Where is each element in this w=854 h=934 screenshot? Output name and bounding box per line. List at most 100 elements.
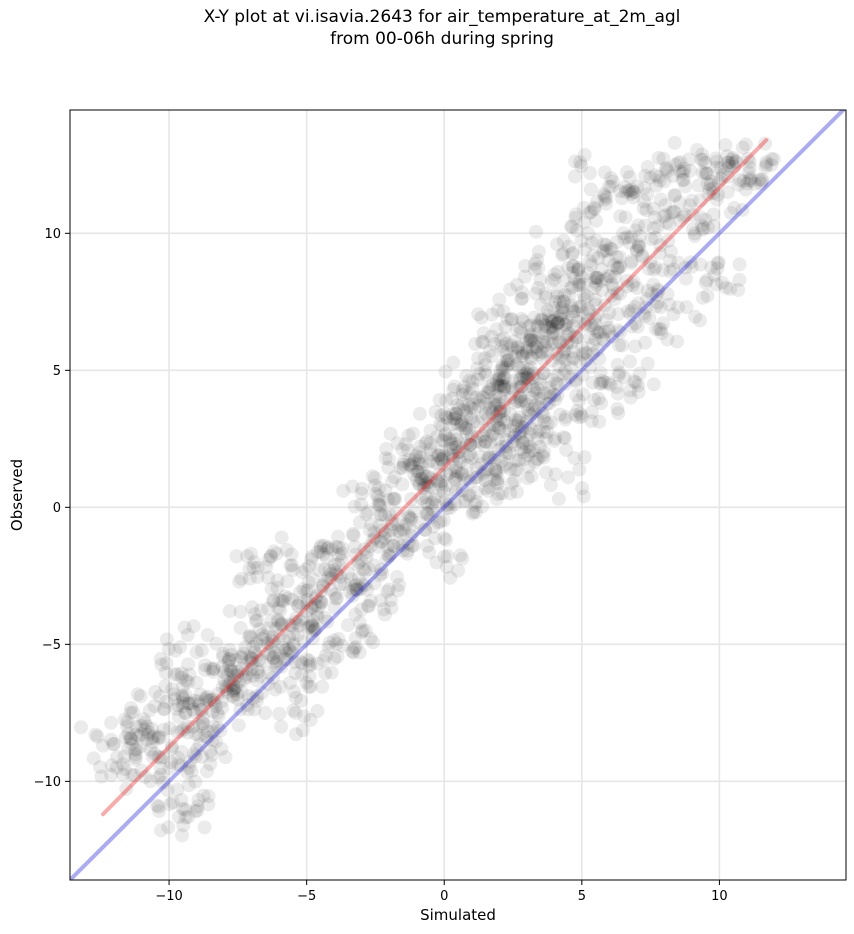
scatter-point xyxy=(587,202,602,217)
scatter-point xyxy=(233,702,248,717)
scatter-point xyxy=(752,172,767,187)
scatter-point xyxy=(422,454,437,469)
scatter-point xyxy=(419,477,434,492)
scatter-point xyxy=(128,752,143,767)
y-tick-label: 5 xyxy=(53,364,61,379)
scatter-point xyxy=(603,269,618,284)
scatter-point xyxy=(266,593,281,608)
scatter-point xyxy=(564,219,579,234)
chart-subtitle: from 00-06h during spring xyxy=(330,29,554,49)
scatter-point xyxy=(741,151,756,166)
scatter-point xyxy=(172,809,187,824)
scatter-point xyxy=(482,380,497,395)
scatter-point xyxy=(329,539,344,554)
scatter-point xyxy=(348,640,363,655)
scatter-point xyxy=(675,166,690,181)
scatter-point xyxy=(328,591,343,606)
scatter-point xyxy=(622,354,637,369)
scatter-point xyxy=(96,738,111,753)
scatter-point xyxy=(582,205,597,220)
scatter-point xyxy=(492,378,507,393)
scatter-point xyxy=(280,646,295,661)
scatter-point xyxy=(741,165,756,180)
scatter-point xyxy=(695,222,710,237)
scatter-point xyxy=(354,486,369,501)
scatter-point xyxy=(455,383,470,398)
scatter-point xyxy=(286,639,301,654)
scatter-point xyxy=(321,640,336,655)
scatter-point xyxy=(107,736,122,751)
scatter-point xyxy=(517,269,532,284)
scatter-point xyxy=(514,393,529,408)
scatter-point xyxy=(436,457,451,472)
scatter-point xyxy=(613,325,628,340)
scatter-point xyxy=(360,545,375,560)
scatter-point xyxy=(485,405,500,420)
scatter-point xyxy=(104,767,119,782)
scatter-point xyxy=(613,259,628,274)
scatter-point xyxy=(495,440,510,455)
scatter-point xyxy=(151,731,166,746)
scatter-point xyxy=(597,165,612,180)
scatter-point xyxy=(698,275,713,290)
scatter-point xyxy=(295,656,310,671)
scatter-point xyxy=(574,159,589,174)
scatter-point xyxy=(463,447,478,462)
scatter-point xyxy=(415,471,430,486)
scatter-point xyxy=(451,451,466,466)
scatter-point xyxy=(559,338,574,353)
scatter-point xyxy=(509,358,524,373)
scatter-point xyxy=(186,619,201,634)
scatter-point xyxy=(478,434,493,449)
x-tick-label: −5 xyxy=(297,889,316,904)
scatter-point xyxy=(162,761,177,776)
scatter-point xyxy=(607,292,622,307)
scatter-point xyxy=(373,507,388,522)
scatter-point xyxy=(266,634,281,649)
scatter-point xyxy=(434,480,449,495)
scatter-point xyxy=(399,517,414,532)
scatter-point xyxy=(459,421,474,436)
scatter-point xyxy=(147,699,162,714)
scatter-point xyxy=(597,192,612,207)
scatter-point xyxy=(498,444,513,459)
scatter-point xyxy=(529,452,544,467)
scatter-point xyxy=(659,215,674,230)
scatter-point xyxy=(568,372,583,387)
scatter-point xyxy=(185,702,200,717)
scatter-point xyxy=(495,486,510,501)
scatter-point xyxy=(109,760,124,775)
scatter-point xyxy=(134,718,149,733)
scatter-point xyxy=(577,450,592,465)
scatter-point xyxy=(709,160,724,175)
scatter-point xyxy=(575,340,590,355)
scatter-point xyxy=(372,497,387,512)
scatter-point xyxy=(273,603,288,618)
scatter-point xyxy=(764,152,779,167)
scatter-point xyxy=(434,444,449,459)
scatter-point xyxy=(123,731,138,746)
scatter-point xyxy=(175,828,190,843)
scatter-point xyxy=(242,649,257,664)
scatter-point xyxy=(701,220,716,235)
scatter-point xyxy=(758,136,773,151)
scatter-point xyxy=(178,706,193,721)
scatter-point xyxy=(513,321,528,336)
scatter-point xyxy=(485,377,500,392)
scatter-point xyxy=(630,281,645,296)
scatter-point xyxy=(423,442,438,457)
grid xyxy=(70,110,846,880)
scatter-point xyxy=(238,662,253,677)
scatter-point xyxy=(304,618,319,633)
scatter-point xyxy=(222,652,237,667)
scatter-point xyxy=(200,730,215,745)
scatter-point xyxy=(310,609,325,624)
scatter-point xyxy=(229,549,244,564)
scatter-point xyxy=(282,617,297,632)
scatter-point xyxy=(462,488,477,503)
scatter-point xyxy=(247,607,262,622)
scatter-point xyxy=(523,318,538,333)
scatter-point xyxy=(469,390,484,405)
scatter-point xyxy=(601,269,616,284)
scatter-point xyxy=(537,386,552,401)
